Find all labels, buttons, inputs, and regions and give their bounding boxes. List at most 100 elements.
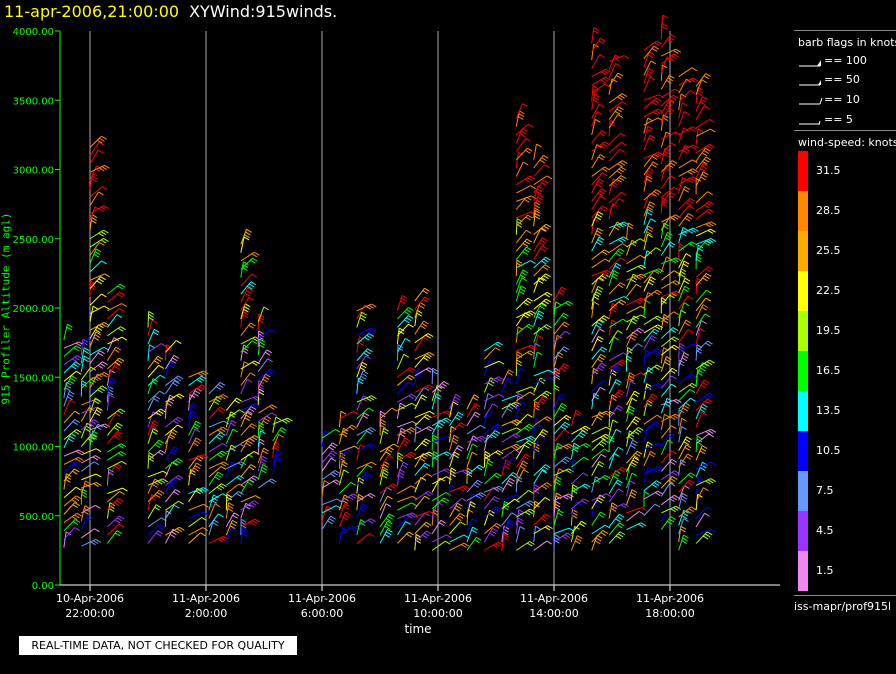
- wind-barb: [165, 500, 179, 511]
- wind-barb-flag: [408, 395, 415, 400]
- wind-barb: [626, 457, 635, 472]
- wind-barb-flag: [218, 485, 225, 489]
- wind-barb-flag: [530, 310, 537, 315]
- wind-barb-flag: [193, 425, 199, 430]
- wind-barb-flag: [516, 259, 523, 264]
- wind-barb: [643, 451, 652, 467]
- wind-barb-flag: [251, 340, 258, 345]
- wind-barb: [501, 427, 517, 435]
- wind-barb-flag: [247, 440, 253, 445]
- wind-barb-flag: [678, 243, 685, 247]
- wind-barb-flag: [701, 445, 708, 449]
- wind-barb-flag: [602, 439, 609, 443]
- wind-barb-flag: [121, 303, 127, 307]
- wind-barb: [272, 458, 277, 475]
- wind-barb: [626, 238, 641, 248]
- wind-barb-flag: [600, 71, 606, 76]
- wind-barb-flag: [194, 428, 201, 433]
- wind-barb: [240, 344, 245, 361]
- wind-barb-flag: [196, 387, 203, 392]
- wind-barb-flag: [619, 360, 626, 365]
- wind-barb-flag: [629, 405, 635, 410]
- wind-barb-flag: [408, 307, 414, 311]
- wind-barb-flag: [193, 442, 199, 447]
- wind-barb-flag: [520, 465, 526, 470]
- wind-barb-flag: [605, 493, 612, 498]
- wind-barb: [396, 338, 406, 353]
- wind-barb-flag: [636, 329, 642, 334]
- wind-barb-flag: [446, 534, 452, 539]
- wind-barb: [626, 372, 631, 389]
- wind-barb-flag: [403, 353, 410, 358]
- wind-barb: [678, 253, 687, 269]
- wind-barb: [188, 517, 202, 528]
- wind-barb: [515, 103, 524, 119]
- wind-barb-flag: [519, 288, 526, 292]
- wind-barb: [240, 261, 244, 278]
- wind-barb-flag: [522, 243, 529, 247]
- wind-barb: [533, 164, 545, 177]
- wind-barb-flag: [630, 491, 637, 496]
- wind-barb: [449, 521, 461, 535]
- wind-barb-flag: [436, 385, 443, 389]
- wind-barb-flag: [74, 410, 81, 415]
- wind-barb-flag: [258, 441, 265, 446]
- wind-barb: [553, 330, 566, 343]
- wind-barb: [81, 448, 97, 456]
- wind-barb-flag: [603, 448, 610, 453]
- wind-barb-flag: [669, 74, 675, 79]
- wind-barb-flag: [648, 51, 655, 56]
- wind-barb-flag: [600, 386, 606, 391]
- wind-barb-flag: [400, 300, 406, 305]
- wind-barb: [516, 211, 532, 219]
- wind-barb-flag: [706, 202, 712, 207]
- wind-barb-flag: [473, 414, 480, 418]
- wind-barb: [643, 441, 648, 458]
- wind-barb: [147, 494, 153, 511]
- wind-barb-flag: [619, 94, 625, 99]
- wind-barb: [89, 142, 100, 156]
- wind-barb-flag: [416, 309, 423, 314]
- wind-barb: [63, 410, 76, 424]
- wind-barb-flag: [198, 377, 205, 382]
- wind-barb-flag: [543, 275, 549, 280]
- wind-barb-flag: [597, 358, 603, 363]
- wind-barb-flag: [118, 452, 124, 457]
- wind-barb-flag: [251, 253, 258, 258]
- wind-barb-flag: [271, 404, 278, 409]
- wind-barb-flag: [671, 458, 678, 463]
- wind-barb-flag: [529, 541, 535, 545]
- wind-barb-flag: [341, 463, 348, 468]
- wind-barb: [608, 419, 614, 436]
- wind-barb: [678, 319, 687, 335]
- wind-barb-flag: [601, 317, 607, 321]
- wind-barb-flag: [169, 361, 175, 366]
- wind-barb: [553, 394, 561, 410]
- wind-barb: [591, 387, 601, 402]
- wind-barb-flag: [523, 469, 529, 474]
- wind-barb: [626, 472, 633, 489]
- wind-barb-flag: [519, 526, 526, 530]
- colorbar-label: 7.5: [816, 484, 834, 497]
- wind-barb-flag: [616, 75, 622, 79]
- wind-barb-flag: [541, 469, 548, 474]
- wind-barb-flag: [332, 471, 338, 476]
- wind-barb: [414, 426, 417, 443]
- wind-barb-flag: [249, 521, 256, 526]
- wind-barb-flag: [352, 525, 359, 530]
- wind-barb: [397, 381, 409, 395]
- wind-barb: [414, 394, 423, 410]
- wind-barb-flag: [255, 403, 261, 408]
- wind-barb-flag: [426, 385, 432, 390]
- wind-barb: [695, 411, 703, 428]
- wind-barb-flag: [534, 204, 541, 209]
- wind-barb: [608, 336, 615, 353]
- wind-barb-flag: [380, 421, 386, 426]
- wind-barb: [63, 531, 67, 548]
- wind-barb-flag: [426, 414, 432, 419]
- wind-barb: [678, 186, 686, 202]
- wind-barb-flag: [453, 434, 460, 439]
- wind-barb-flag: [582, 444, 589, 449]
- wind-barb: [660, 216, 671, 231]
